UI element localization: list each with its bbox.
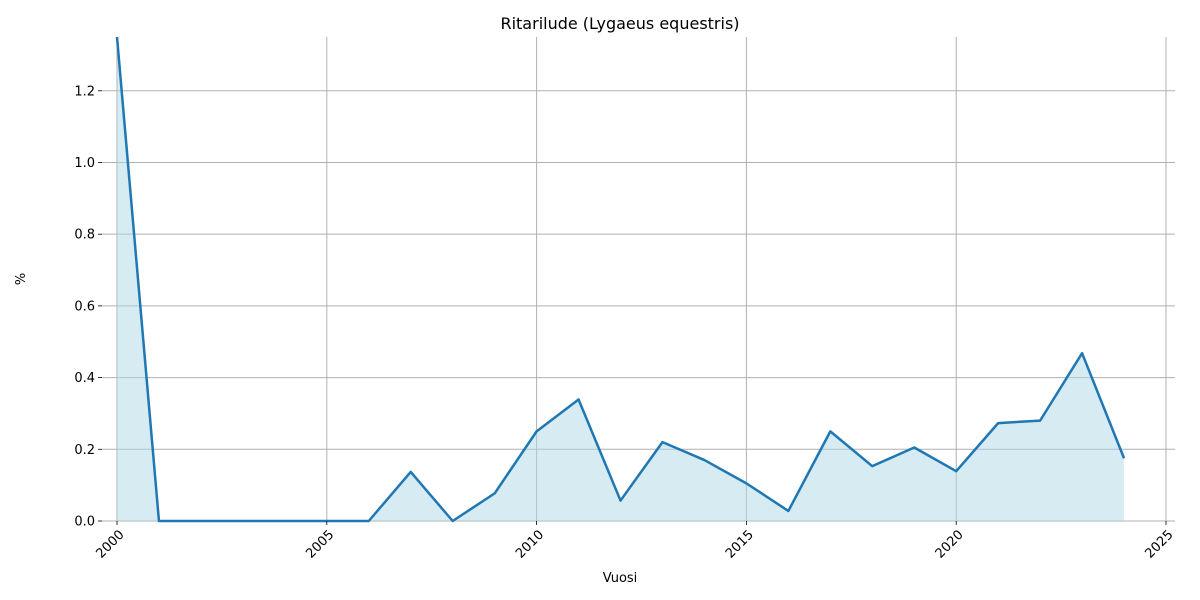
x-tick-label: 2020 <box>933 528 967 562</box>
x-tick-label: 2025 <box>1143 528 1177 562</box>
y-axis-label: % <box>14 273 29 285</box>
x-tick-label: 2005 <box>303 528 337 562</box>
y-tick-labels: 0.0 0.2 0.4 0.6 0.8 1.0 1.2 <box>74 84 102 530</box>
x-tick-label: 2010 <box>513 528 547 562</box>
chart-title: Ritarilude (Lygaeus equestris) <box>500 14 739 33</box>
series-line <box>115 36 1126 523</box>
y-tick-label: 1.0 <box>74 156 95 171</box>
y-tick-label: 0.2 <box>74 443 95 458</box>
y-tick-label: 0.4 <box>74 371 95 386</box>
x-tick-labels: 2000 2005 2010 2015 2020 2025 <box>94 521 1177 562</box>
y-tick-label: 0.0 <box>74 515 95 530</box>
x-axis-label: Vuosi <box>603 571 638 586</box>
y-tick-label: 1.2 <box>74 84 95 99</box>
area-fill <box>117 37 1125 521</box>
x-tick-label: 2015 <box>723 528 757 562</box>
x-tick-label: 2000 <box>94 528 128 562</box>
y-tick-label: 0.6 <box>74 299 95 314</box>
y-tick-label: 0.8 <box>74 228 95 243</box>
